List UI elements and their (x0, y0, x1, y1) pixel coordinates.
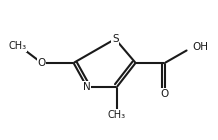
Text: O: O (37, 58, 46, 68)
Text: CH₃: CH₃ (9, 41, 27, 51)
Text: N: N (83, 82, 91, 92)
Text: S: S (112, 34, 119, 44)
Text: O: O (161, 89, 169, 99)
Text: OH: OH (192, 42, 208, 52)
Text: CH₃: CH₃ (108, 110, 126, 120)
